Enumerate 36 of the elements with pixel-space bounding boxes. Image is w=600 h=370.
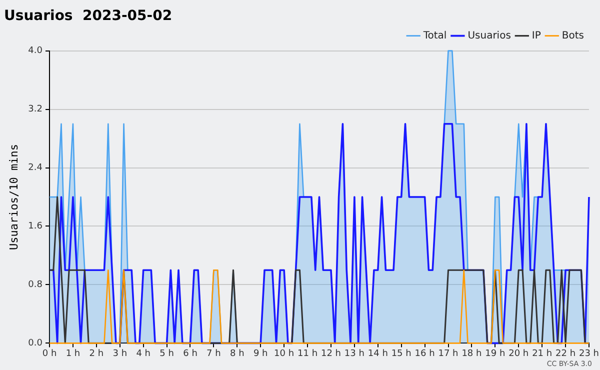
x-tick-label: 22 h [556,348,576,359]
y-tick-label: 0.0 [28,338,43,349]
x-tick-label: 9 h [253,348,268,359]
chart-title: Usuarios 2023-05-02 [4,8,172,24]
x-tick-label: 20 h [508,348,529,359]
legend-label: IP [532,30,541,42]
x-tick-label: 23 h [578,348,600,359]
y-tick-label: 4.0 [28,46,43,56]
y-axis-title: Usuarios/10 mins [7,144,20,250]
legend-label: Usuarios [468,30,511,42]
x-tick-label: 7 h [206,348,221,359]
x-tick-label: 13 h [344,348,364,359]
x-tick-label: 16 h [414,348,435,359]
x-tick-label: 10 h [274,348,294,359]
x-tick-label: 15 h [391,348,412,359]
x-tick-label: 3 h [112,348,128,359]
x-tick-label: 2 h [89,348,104,359]
y-tick-label: 0.8 [28,280,43,290]
y-tick-label: 3.2 [28,104,43,115]
x-tick-label: 8 h [230,348,244,359]
x-tick-label: 17 h [438,348,458,359]
x-tick-label: 6 h [183,348,198,359]
x-tick-label: 14 h [368,348,388,359]
legend-label: Total [422,30,447,42]
x-tick-label: 21 h [532,348,552,359]
x-tick-label: 0 h [42,348,57,359]
x-tick-label: 18 h [462,348,482,359]
x-tick-label: 1 h [66,348,80,359]
x-tick-label: 11 h [298,348,318,359]
x-tick-label: 4 h [136,348,150,359]
y-tick-label: 2.4 [28,163,43,174]
x-tick-label: 12 h [320,348,341,359]
y-tick-label: 1.6 [28,222,43,232]
legend-label: Bots [562,30,584,42]
x-tick-label: 19 h [485,348,506,359]
x-tick-label: 5 h [160,348,174,359]
